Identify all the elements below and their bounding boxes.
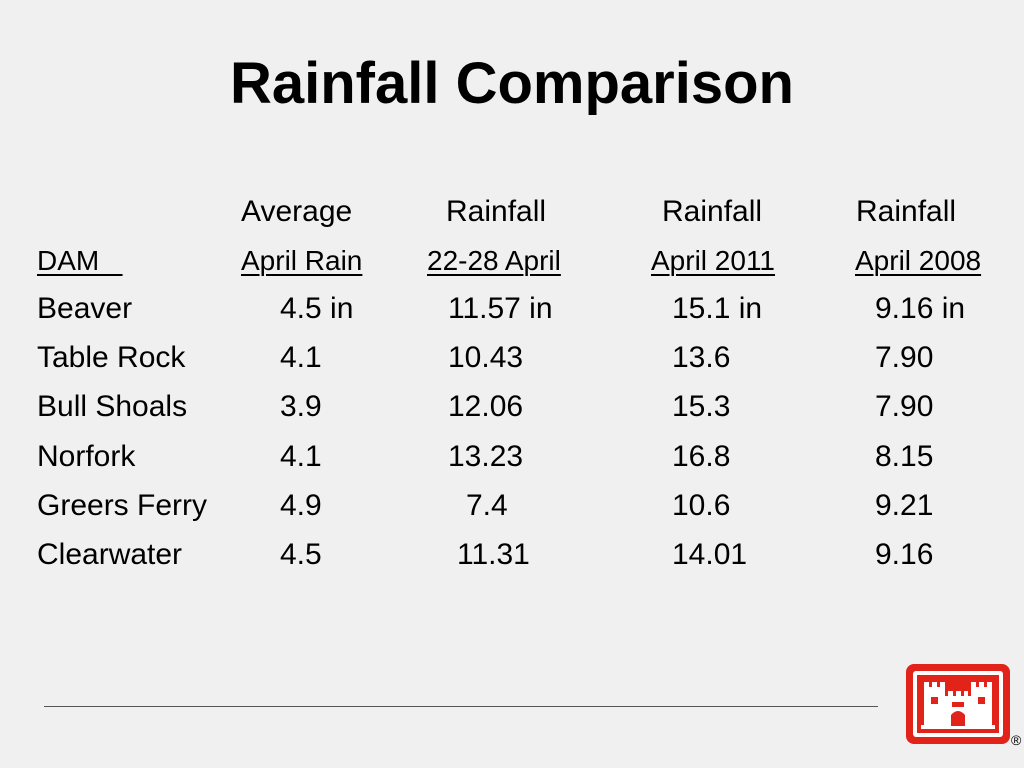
header-average: Average <box>241 195 353 228</box>
castle-icon <box>906 664 1010 744</box>
rainfall-april-2008: 9.21 <box>875 489 934 522</box>
rainfall-april-2011: 15.1 in <box>672 292 763 325</box>
rainfall-april-2011: 14.01 <box>672 538 748 571</box>
rainfall-april-2011: 10.6 <box>672 489 731 522</box>
dam-name: Norfork <box>37 440 136 473</box>
rainfall-22-28-april: 7.4 <box>466 489 508 522</box>
rainfall-april-2011: 16.8 <box>672 440 731 473</box>
rainfall-april-2008: 8.15 <box>875 440 934 473</box>
header-22-28-april: 22-28 April <box>427 245 561 276</box>
rainfall-22-28-april: 12.06 <box>448 390 524 423</box>
rainfall-april-2008: 9.16 <box>875 538 934 571</box>
dam-name: Bull Shoals <box>37 390 188 423</box>
footer-divider <box>44 706 878 707</box>
average-april-rain: 3.9 <box>280 390 322 423</box>
rainfall-22-28-april: 13.23 <box>448 440 524 473</box>
header-rainfall-week: Rainfall <box>446 195 547 228</box>
average-april-rain: 4.1 <box>280 341 322 374</box>
rainfall-22-28-april: 10.43 <box>448 341 524 374</box>
dam-name: Beaver <box>37 292 133 325</box>
registered-mark: ® <box>1011 732 1022 748</box>
header-april-2008: April 2008 <box>855 245 982 276</box>
average-april-rain: 4.1 <box>280 440 322 473</box>
header-dam: DAM <box>37 245 123 276</box>
dam-name: Greers Ferry <box>37 489 208 522</box>
dam-name: Clearwater <box>37 538 183 571</box>
rainfall-april-2011: 15.3 <box>672 390 731 423</box>
dam-name: Table Rock <box>37 341 186 374</box>
rainfall-april-2008: 7.90 <box>875 390 934 423</box>
rainfall-22-28-april: 11.57 in <box>448 292 553 325</box>
average-april-rain: 4.5 <box>280 538 322 571</box>
rainfall-april-2008: 7.90 <box>875 341 934 374</box>
average-april-rain: 4.9 <box>280 489 322 522</box>
header-rainfall-2011: Rainfall <box>662 195 763 228</box>
slide-title: Rainfall Comparison <box>230 51 794 116</box>
header-april-2011: April 2011 <box>651 245 776 276</box>
rainfall-22-28-april: 11.31 <box>457 538 530 571</box>
header-april-rain: April Rain <box>241 245 363 276</box>
rainfall-april-2008: 9.16 in <box>875 292 966 325</box>
average-april-rain: 4.5 in <box>280 292 354 325</box>
header-rainfall-2008: Rainfall <box>856 195 957 228</box>
rainfall-april-2011: 13.6 <box>672 341 731 374</box>
